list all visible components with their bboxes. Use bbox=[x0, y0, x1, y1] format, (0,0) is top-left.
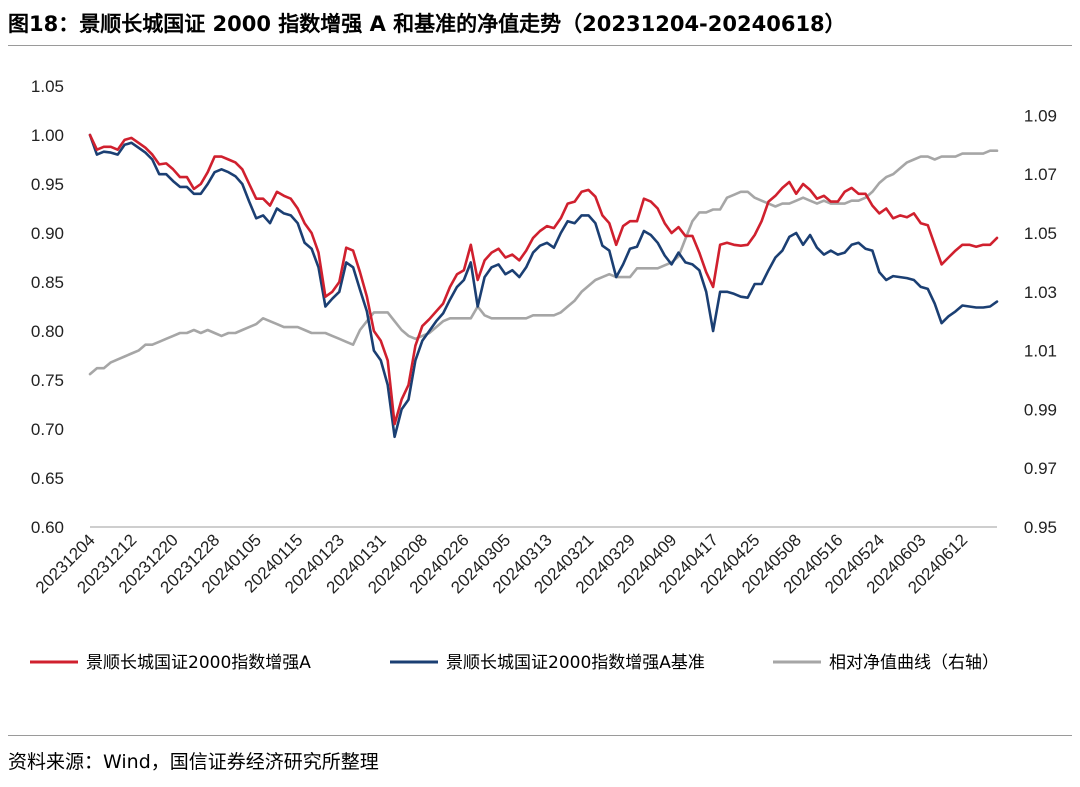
left-tick-label: 0.80 bbox=[31, 322, 64, 341]
series-line-0 bbox=[88, 133, 999, 426]
right-tick-label: 1.03 bbox=[1024, 283, 1057, 302]
left-tick-label: 1.00 bbox=[31, 126, 64, 145]
right-tick-label: 1.09 bbox=[1024, 106, 1057, 125]
series-line-1 bbox=[88, 133, 999, 439]
series-lines bbox=[88, 133, 999, 439]
legend-label: 景顺长城国证2000指数增强A基准 bbox=[446, 653, 705, 673]
left-tick-label: 0.85 bbox=[31, 273, 64, 292]
right-tick-label: 0.97 bbox=[1024, 459, 1057, 478]
right-tick-label: 1.07 bbox=[1024, 165, 1057, 184]
left-tick-label: 0.95 bbox=[31, 175, 64, 194]
left-tick-label: 1.05 bbox=[31, 77, 64, 96]
source-divider bbox=[8, 735, 1072, 736]
legend-label: 相对净值曲线（右轴） bbox=[829, 653, 999, 673]
left-tick-label: 0.60 bbox=[31, 518, 64, 537]
title-divider bbox=[8, 45, 1072, 46]
left-tick-label: 0.90 bbox=[31, 224, 64, 243]
right-tick-label: 1.01 bbox=[1024, 342, 1057, 361]
right-axis-ticks: 1.09 1.07 1.05 1.03 1.01 0.99 0.97 0.95 bbox=[1024, 106, 1057, 537]
source-note: 资料来源：Wind，国信证券经济研究所整理 bbox=[8, 751, 379, 773]
right-tick-label: 0.99 bbox=[1024, 400, 1057, 419]
x-axis-ticks: 2023120420231212202312202023122820240105… bbox=[32, 530, 971, 597]
series-line-2 bbox=[88, 149, 999, 376]
figure-title: 图18：景顺长城国证 2000 指数增强 A 和基准的净值走势（20231204… bbox=[8, 12, 846, 36]
right-tick-label: 1.05 bbox=[1024, 224, 1057, 243]
left-axis-ticks: 1.05 1.00 0.95 0.90 0.85 0.80 0.75 0.70 0.65 0.60 bbox=[31, 77, 64, 537]
line-chart: 1.05 1.00 0.95 0.90 0.85 0.80 0.75 0.70 0.65 0.60… bbox=[30, 77, 1057, 673]
legend: 景顺长城国证2000指数增强A 景顺长城国证2000指数增强A基准 相对净值曲线（右… bbox=[30, 653, 999, 673]
left-tick-label: 0.70 bbox=[31, 420, 64, 439]
legend-label: 景顺长城国证2000指数增强A bbox=[86, 653, 311, 673]
left-tick-label: 0.75 bbox=[31, 371, 64, 390]
right-tick-label: 0.95 bbox=[1024, 518, 1057, 537]
left-tick-label: 0.65 bbox=[31, 469, 64, 488]
